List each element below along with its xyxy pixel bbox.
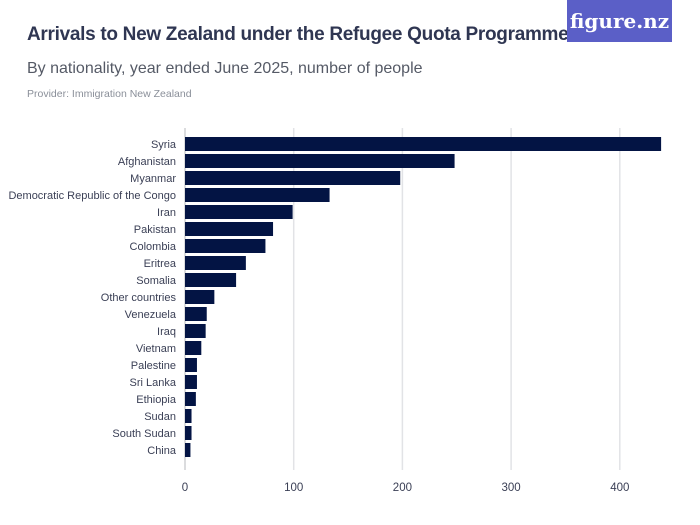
- category-label: Palestine: [131, 360, 176, 372]
- category-label: China: [147, 445, 177, 457]
- bar: [185, 239, 266, 253]
- bar: [185, 307, 207, 321]
- x-tick-label: 400: [610, 482, 629, 494]
- bar: [185, 375, 197, 389]
- category-label: Venezuela: [125, 309, 177, 321]
- bar: [185, 188, 330, 202]
- bar: [185, 154, 455, 168]
- bar: [185, 171, 401, 185]
- x-tick-label: 300: [502, 482, 521, 494]
- category-label: Myanmar: [130, 173, 176, 185]
- category-label: Syria: [151, 139, 177, 151]
- bar: [185, 341, 202, 355]
- category-label: Iraq: [157, 326, 176, 338]
- bar: [185, 409, 192, 423]
- category-label: Democratic Republic of the Congo: [8, 190, 176, 202]
- x-tick-label: 100: [284, 482, 303, 494]
- category-label: Ethiopia: [136, 394, 177, 406]
- bar: [185, 324, 206, 338]
- category-label: Sri Lanka: [130, 377, 177, 389]
- category-label: Vietnam: [136, 343, 176, 355]
- page-subtitle: By nationality, year ended June 2025, nu…: [27, 60, 423, 77]
- category-label: Iran: [157, 207, 176, 219]
- category-label: Eritrea: [144, 258, 177, 270]
- category-label: Other countries: [101, 292, 177, 304]
- bar: [185, 358, 197, 372]
- bar: [185, 290, 215, 304]
- bar: [185, 392, 196, 406]
- x-tick-label: 200: [393, 482, 412, 494]
- category-label: Sudan: [144, 411, 176, 423]
- bar: [185, 256, 246, 270]
- x-tick-label: 0: [182, 482, 188, 494]
- logo-text: figure.nz: [569, 9, 670, 33]
- category-label: South Sudan: [112, 428, 176, 440]
- category-label: Colombia: [130, 241, 177, 253]
- bar: [185, 273, 237, 287]
- page-title: Arrivals to New Zealand under the Refuge…: [27, 24, 569, 45]
- figure-nz-logo[interactable]: figure.nz: [567, 0, 672, 42]
- bar: [185, 222, 274, 236]
- bar: [185, 443, 191, 457]
- provider-label: Provider: Immigration New Zealand: [27, 88, 192, 100]
- category-label: Afghanistan: [118, 156, 176, 168]
- bar: [185, 426, 192, 440]
- bar: [185, 137, 662, 151]
- bar: [185, 205, 293, 219]
- category-label: Somalia: [136, 275, 177, 287]
- category-label: Pakistan: [134, 224, 176, 236]
